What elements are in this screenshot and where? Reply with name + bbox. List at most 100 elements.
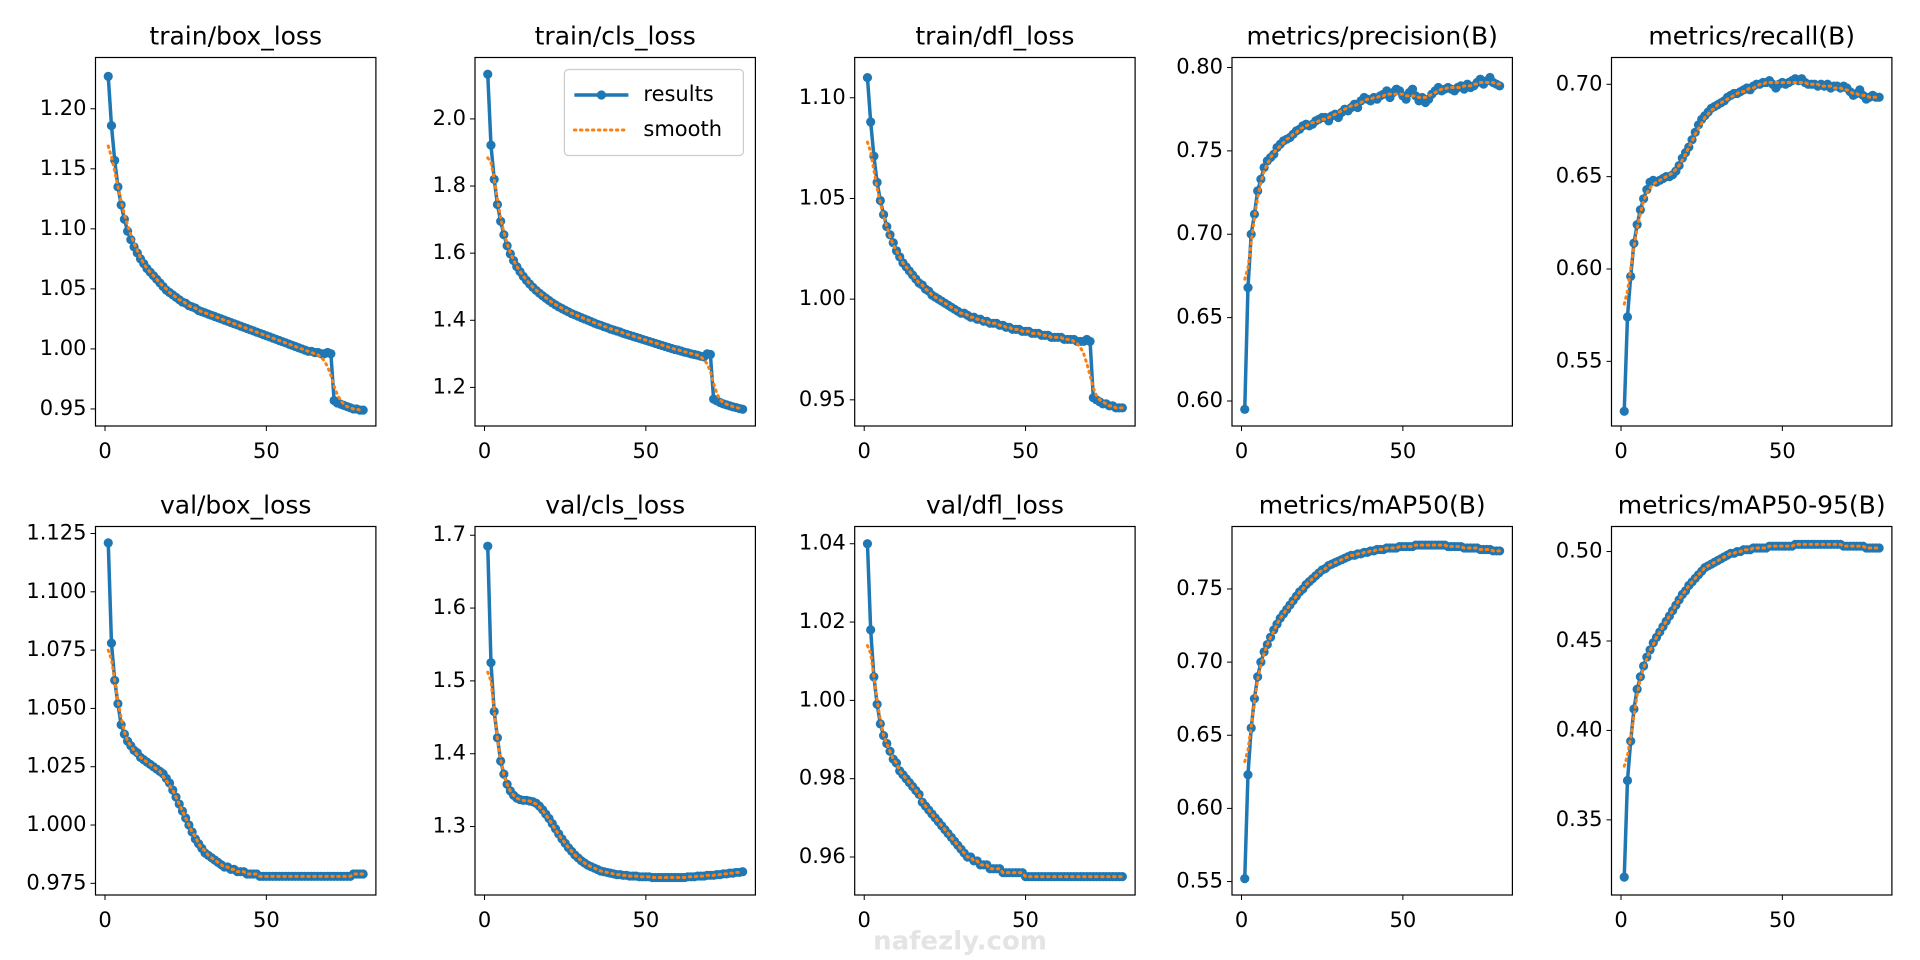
- axes-frame: [1231, 56, 1513, 427]
- y-tick-label: 1.10: [40, 216, 87, 240]
- y-tick-label: 0.40: [1556, 717, 1603, 741]
- y-tick-label: 1.050: [26, 695, 86, 719]
- axes-frame: [854, 56, 1136, 427]
- x-tick-label: 0: [1235, 439, 1248, 463]
- x-tick-label: 0: [478, 908, 491, 932]
- y-tick-label: 0.98: [799, 766, 846, 790]
- x-tick-label: 0: [858, 439, 871, 463]
- x-tick-label: 0: [1614, 439, 1627, 463]
- y-tick-label: 1.20: [40, 96, 87, 120]
- data-point: [1619, 406, 1629, 416]
- y-tick-label: 0.55: [1556, 348, 1603, 372]
- data-point: [1243, 283, 1253, 293]
- y-tick-label: 1.00: [799, 687, 846, 711]
- legend-label: smooth: [643, 117, 722, 141]
- data-point: [486, 140, 496, 150]
- axes-frame: [474, 56, 756, 427]
- x-tick-label: 50: [1389, 439, 1416, 463]
- x-tick-label: 0: [1235, 908, 1248, 932]
- axes-frame: [474, 525, 756, 896]
- smooth-line: [1243, 81, 1502, 281]
- results-line: [1622, 76, 1880, 412]
- data-point: [862, 73, 873, 83]
- results-line: [1243, 75, 1501, 410]
- y-tick-label: 0.95: [40, 396, 87, 420]
- y-tick-label: 1.025: [26, 754, 86, 778]
- y-tick-label: 0.80: [1176, 55, 1223, 79]
- x-tick-label: 50: [632, 439, 659, 463]
- data-point: [1240, 404, 1250, 414]
- smooth-line: [865, 140, 1124, 410]
- subplot-title: val/cls_loss: [545, 491, 685, 520]
- y-tick-label: 0.975: [26, 870, 86, 894]
- y-tick-label: 1.7: [433, 522, 466, 546]
- y-tick-label: 1.00: [799, 286, 846, 310]
- data-point: [1622, 312, 1633, 322]
- x-tick-label: 0: [98, 439, 111, 463]
- data-point: [486, 658, 496, 668]
- results-line: [106, 542, 364, 879]
- y-tick-label: 1.125: [26, 520, 86, 544]
- data-point: [126, 235, 136, 245]
- smooth-line: [106, 648, 365, 878]
- y-tick-label: 0.70: [1176, 649, 1223, 673]
- y-tick-label: 1.04: [799, 531, 846, 555]
- x-tick-label: 50: [253, 439, 280, 463]
- y-tick-label: 1.05: [40, 276, 87, 300]
- x-tick-label: 50: [1769, 439, 1796, 463]
- axes-frame: [94, 525, 377, 896]
- y-tick-label: 1.05: [799, 185, 846, 209]
- y-tick-label: 1.15: [40, 156, 87, 180]
- smooth-line: [1622, 80, 1881, 306]
- y-tick-label: 0.95: [799, 387, 846, 411]
- smooth-line: [106, 144, 365, 412]
- x-tick-label: 50: [1012, 439, 1039, 463]
- y-tick-label: 1.3: [433, 814, 466, 838]
- smooth-line: [1622, 542, 1881, 768]
- data-point: [866, 117, 876, 127]
- y-tick-label: 0.65: [1556, 164, 1603, 188]
- data-point: [1874, 92, 1884, 102]
- smooth-line: [1243, 543, 1502, 764]
- data-point: [1246, 723, 1256, 733]
- data-point: [1619, 872, 1629, 882]
- legend-box: [563, 68, 745, 157]
- x-tick-label: 50: [1389, 908, 1416, 932]
- smooth-line: [865, 644, 1124, 879]
- axes-frame: [94, 56, 377, 427]
- data-point: [358, 405, 368, 415]
- y-tick-label: 1.5: [433, 668, 466, 692]
- subplot-title: metrics/mAP50(B): [1259, 491, 1486, 520]
- y-tick-label: 0.70: [1556, 71, 1603, 95]
- y-tick-label: 1.6: [433, 595, 466, 619]
- data-point: [738, 867, 748, 877]
- y-tick-label: 1.100: [26, 579, 86, 603]
- results-line: [865, 543, 1123, 879]
- data-point: [106, 638, 117, 648]
- smooth-line: [486, 156, 745, 411]
- data-point: [326, 349, 336, 359]
- y-tick-label: 1.8: [433, 173, 466, 197]
- y-tick-label: 1.6: [433, 240, 466, 264]
- x-tick-label: 0: [1614, 908, 1627, 932]
- smooth-line: [486, 670, 745, 880]
- subplot-title: val/dfl_loss: [926, 491, 1064, 520]
- y-tick-label: 1.4: [433, 741, 466, 765]
- x-tick-label: 50: [253, 908, 280, 932]
- data-point: [103, 71, 113, 81]
- x-tick-label: 50: [632, 908, 659, 932]
- y-tick-label: 2.0: [433, 106, 466, 130]
- x-tick-label: 0: [98, 908, 111, 932]
- x-tick-label: 50: [1769, 908, 1796, 932]
- legend-marker: [596, 90, 607, 100]
- y-tick-label: 1.2: [433, 374, 466, 398]
- x-tick-label: 0: [478, 439, 491, 463]
- data-point: [866, 625, 876, 635]
- data-point: [862, 539, 873, 549]
- subplot-title: metrics/precision(B): [1246, 22, 1497, 51]
- y-tick-label: 0.75: [1176, 576, 1223, 600]
- y-tick-label: 0.65: [1176, 305, 1223, 329]
- data-point: [1240, 874, 1250, 884]
- y-tick-label: 1.10: [799, 85, 846, 109]
